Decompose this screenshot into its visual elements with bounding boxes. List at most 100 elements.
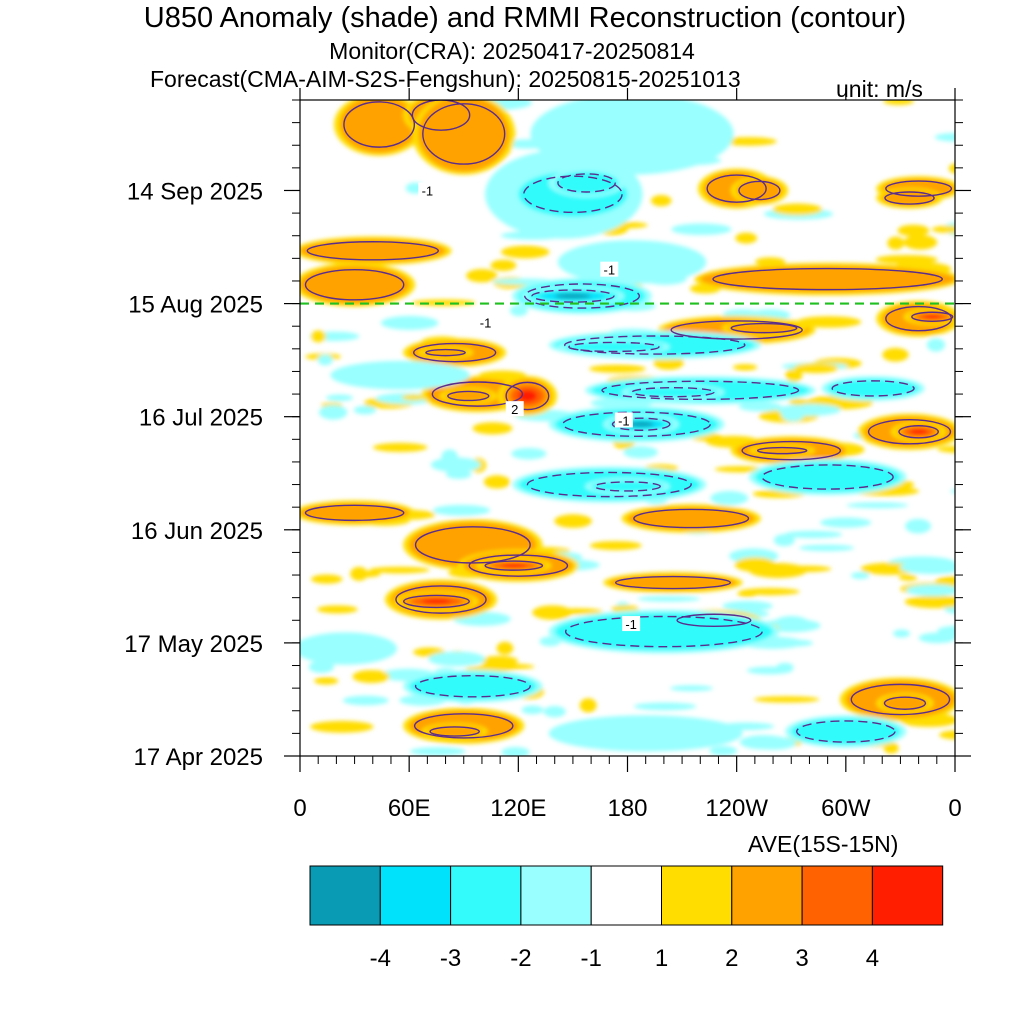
rmmi-contour-positive <box>898 425 939 439</box>
anomaly-cell <box>846 502 909 509</box>
rmmi-contour-negative <box>796 720 896 743</box>
anomaly-cell <box>316 605 358 614</box>
rmmi-contour-negative <box>831 380 915 397</box>
rmmi-contour-positive <box>712 267 943 291</box>
anomaly-cell <box>820 517 872 528</box>
anomaly-cell <box>418 100 510 172</box>
contour-label-box <box>622 616 641 632</box>
contour-label: -1 <box>625 617 637 632</box>
x-tick-label: 120E <box>490 795 546 822</box>
anomaly-cell <box>501 746 530 756</box>
anomaly-cell <box>627 507 755 530</box>
main-title: U850 Anomaly (shade) and RMMI Reconstruc… <box>143 2 907 34</box>
anomaly-cell <box>300 265 410 304</box>
y-tick-label: 17 Apr 2025 <box>134 744 263 771</box>
anomaly-cell <box>888 698 922 708</box>
rmmi-contour-positive <box>422 103 506 165</box>
anomaly-cell <box>739 735 788 750</box>
anomaly-cell <box>633 702 697 711</box>
anomaly-cell <box>300 632 397 665</box>
anomaly-cell <box>735 232 758 244</box>
colorbar-label: 2 <box>725 945 738 972</box>
rmmi-contour-positive <box>395 585 487 614</box>
anomaly-cell <box>432 504 491 516</box>
anomaly-cell <box>589 541 642 551</box>
anomaly-cell <box>300 239 446 263</box>
colorbar-swatch <box>871 865 944 926</box>
anomaly-cell <box>887 236 905 250</box>
colorbar-swatch <box>450 865 522 926</box>
rmmi-contour-positive <box>304 504 405 522</box>
x-tick-label: 60W <box>821 795 871 822</box>
anomaly-cell <box>308 660 335 674</box>
monitor-subtitle: Monitor(CRA): 20250417-20250814 <box>329 38 695 64</box>
contour-label-box <box>418 182 437 198</box>
contour-label-box <box>476 314 495 330</box>
rmmi-contour-positive <box>911 311 954 323</box>
colorbar-swatch <box>801 865 873 926</box>
anomaly-cell <box>784 530 843 539</box>
anomaly-cell <box>530 100 734 175</box>
anomaly-cell <box>851 572 870 580</box>
y-tick-label: 14 Sep 2025 <box>127 178 263 205</box>
anomaly-cell <box>669 685 713 692</box>
anomaly-cell <box>640 388 706 396</box>
anomaly-cell <box>579 698 597 713</box>
unit-label: unit: m/s <box>836 76 923 102</box>
anomaly-cell <box>948 163 955 174</box>
rmmi-contour-negative <box>557 173 616 193</box>
anomaly-cell <box>755 257 786 266</box>
x-tick-label: 0 <box>293 795 306 822</box>
anomaly-cell <box>319 404 348 420</box>
y-tick-label: 16 Jul 2025 <box>139 405 263 432</box>
anomaly-cell <box>934 133 955 142</box>
rmmi-contour-positive <box>414 526 531 564</box>
anomaly-cell <box>472 422 513 435</box>
anomaly-cell <box>350 566 368 581</box>
anomaly-cell <box>326 394 354 402</box>
colorbar-swatch <box>661 865 733 926</box>
colorbar-label: 4 <box>866 945 879 972</box>
anomaly-cell <box>353 405 377 415</box>
anomaly-cell <box>554 514 592 528</box>
rmmi-contour-positive <box>676 613 752 628</box>
colorbar-swatch <box>590 865 663 926</box>
colorbar-label: 3 <box>795 945 808 972</box>
rmmi-contour-positive <box>756 446 808 455</box>
anomaly-cell <box>401 394 426 401</box>
anomaly-cell <box>511 447 547 460</box>
anomaly-cell <box>898 574 918 581</box>
anomaly-cell <box>897 224 930 237</box>
anomaly-cell <box>314 677 339 685</box>
rmmi-contour-positive <box>614 575 731 590</box>
anomaly-cell <box>799 544 855 552</box>
x-tick-label: 0 <box>948 795 961 822</box>
anomaly-cell <box>781 639 813 647</box>
anomaly-cell <box>785 367 803 383</box>
anomaly-cell <box>466 269 498 283</box>
anomaly-cell <box>736 179 783 202</box>
anomaly-cell <box>628 421 654 427</box>
y-tick-label: 17 May 2025 <box>124 631 263 658</box>
colorbar-swatch <box>309 865 381 926</box>
forecast-subtitle: Forecast(CMA-AIM-S2S-Fengshun): 20250815… <box>150 66 741 92</box>
rmmi-contour-negative <box>524 283 641 309</box>
anomaly-cell <box>451 392 485 400</box>
rmmi-contour-negative <box>568 341 660 353</box>
anomaly-cell <box>483 475 511 489</box>
anomaly-cell <box>577 343 650 351</box>
anomaly-cell <box>903 234 938 250</box>
anomaly-cell <box>441 449 458 464</box>
anomaly-cell <box>882 347 909 362</box>
anomaly-cell <box>317 354 333 366</box>
rmmi-contour-negative <box>761 464 894 490</box>
rmmi-contour-negative <box>564 335 746 355</box>
rmmi-contour-positive <box>738 180 781 201</box>
anomaly-cell <box>893 629 911 638</box>
colorbar-label: -3 <box>440 945 461 972</box>
anomaly-cell <box>380 315 439 330</box>
anomaly-cell <box>732 364 758 371</box>
rmmi-contour-positive <box>343 101 416 148</box>
rmmi-contour-positive <box>850 683 951 716</box>
anomaly-cell <box>918 632 955 644</box>
